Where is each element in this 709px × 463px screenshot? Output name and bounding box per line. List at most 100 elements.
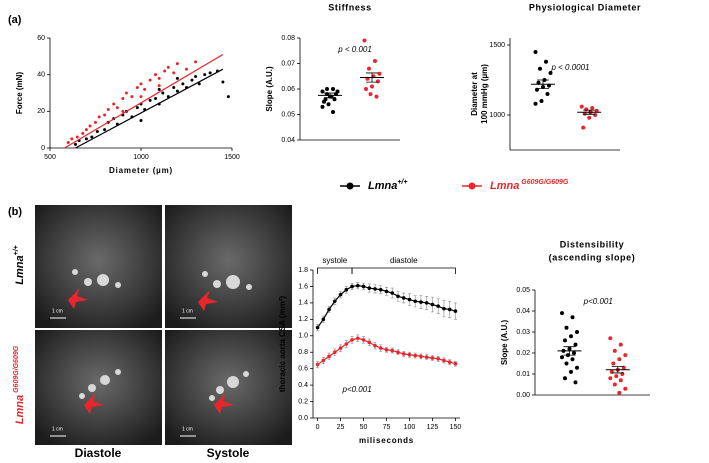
point xyxy=(407,297,412,302)
y-tick-label: 1.2 xyxy=(298,316,308,323)
scatter-point xyxy=(172,86,176,89)
dot xyxy=(623,386,628,391)
scatter-point xyxy=(163,69,167,73)
scatter-point xyxy=(75,135,79,139)
point xyxy=(396,350,400,355)
dot xyxy=(563,338,567,343)
y-axis-label: 100 mmHg (µm) xyxy=(480,64,489,124)
dot xyxy=(573,342,578,347)
point xyxy=(436,357,440,361)
dot xyxy=(623,353,628,358)
legend-marker xyxy=(468,182,476,190)
y-tick-label: 0.8 xyxy=(298,349,308,356)
dot xyxy=(614,374,619,379)
panel-label: (a) xyxy=(8,14,22,26)
x-tick-label: 1000 xyxy=(133,154,149,161)
point xyxy=(419,354,423,359)
scatter-point xyxy=(88,124,92,128)
x-tick-label: 0 xyxy=(316,424,320,431)
scatter-point xyxy=(115,106,119,110)
dot xyxy=(617,390,622,395)
sem-bar xyxy=(563,346,576,356)
scatter-point xyxy=(172,71,176,75)
column-label: Diastole xyxy=(75,446,122,460)
x-tick-label: 75 xyxy=(383,424,391,431)
legend-sup: G609G/G609G xyxy=(519,179,569,186)
dot xyxy=(569,334,573,339)
dot xyxy=(618,378,623,383)
y-axis-label: Slope (A.U.) xyxy=(500,320,509,366)
dot xyxy=(572,351,576,355)
scatter-point xyxy=(139,82,143,86)
scale-bars xyxy=(50,317,196,437)
dot xyxy=(376,79,380,84)
x-axis-label: miliseconds xyxy=(359,436,414,445)
mri-image xyxy=(165,205,292,328)
scatter-point xyxy=(90,135,94,139)
dot xyxy=(325,87,329,91)
y-tick-label: 1500 xyxy=(489,42,505,49)
scatter-point xyxy=(112,102,116,106)
phase-label: systole xyxy=(322,256,347,265)
dot xyxy=(575,365,579,370)
y-tick-label: 1000 xyxy=(489,112,505,119)
scatter-point xyxy=(190,78,194,82)
y-tick-label: 0.01 xyxy=(516,371,530,378)
sem-bar xyxy=(366,72,378,83)
y-tick-label: 60 xyxy=(37,35,45,42)
y-tick-label: 0.04 xyxy=(281,137,295,144)
y-axis-label: Force (mN) xyxy=(15,72,24,115)
row-label: Lmna G609G/G609G xyxy=(13,345,26,424)
annotation: p<0.001 xyxy=(342,385,372,394)
point xyxy=(384,347,389,352)
scatter-point xyxy=(181,82,185,86)
point xyxy=(447,360,452,364)
y-tick-label: 0.2 xyxy=(298,398,308,405)
scatter-point xyxy=(84,128,88,132)
scale-label: 1 cm xyxy=(182,308,193,314)
sem-bar xyxy=(583,109,596,115)
y-tick-label: 1.0 xyxy=(298,333,308,340)
scatter-point xyxy=(135,86,139,89)
point xyxy=(396,294,400,299)
x-tick-label: 25 xyxy=(337,424,345,431)
scatter-point xyxy=(185,67,188,71)
point xyxy=(424,301,429,305)
dot xyxy=(538,66,542,71)
scatter-point xyxy=(95,130,99,133)
point xyxy=(350,338,354,342)
dot xyxy=(548,71,553,75)
dot xyxy=(367,66,371,71)
point xyxy=(413,353,418,358)
scatter-point xyxy=(139,119,143,122)
point xyxy=(321,358,326,363)
dot xyxy=(374,94,379,99)
legend-marker xyxy=(346,182,354,190)
sem-bar xyxy=(537,79,549,89)
dot xyxy=(564,361,569,366)
scatter-point xyxy=(175,76,179,80)
point xyxy=(424,355,429,359)
chart-title: Stiffness xyxy=(328,2,371,12)
phase-label: diastole xyxy=(390,256,418,265)
point xyxy=(327,354,331,359)
y-tick-label: 1.8 xyxy=(298,267,308,274)
scatter-point xyxy=(197,82,201,86)
scatter-point xyxy=(154,73,158,77)
point xyxy=(407,352,412,357)
point xyxy=(453,361,458,366)
mri-image xyxy=(35,205,162,328)
scatter-point xyxy=(208,71,212,75)
point xyxy=(338,346,343,350)
point xyxy=(355,283,360,288)
y-tick-label: 0.4 xyxy=(298,382,308,389)
point xyxy=(361,284,366,289)
y-axis-label: thoracic aorta CSA (mm²) xyxy=(278,296,287,393)
y-axis-label: Diameter at xyxy=(470,72,479,116)
row-label-name: Lmna xyxy=(14,255,26,284)
point xyxy=(333,350,337,355)
scatter-point xyxy=(194,75,198,78)
sem-bar xyxy=(324,92,336,99)
arrows xyxy=(68,288,234,414)
